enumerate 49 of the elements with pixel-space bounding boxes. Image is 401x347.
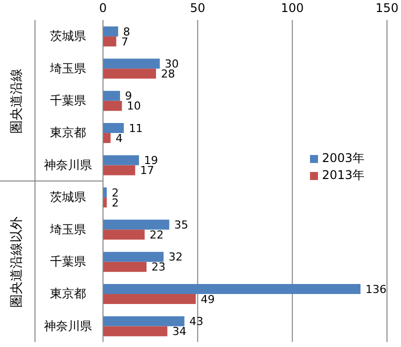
bar: [103, 133, 111, 144]
bar: [103, 326, 168, 336]
y-tick-label: 茨城県: [50, 190, 86, 204]
bar: [103, 294, 196, 304]
data-label: 136: [365, 282, 386, 296]
text: 圏央道沿線以外: [8, 215, 26, 309]
data-label: 35: [174, 218, 188, 232]
bar: [103, 123, 124, 134]
data-label: 28: [161, 68, 176, 81]
data-label: 43: [189, 315, 204, 328]
y-tick-label: 千葉県: [50, 254, 86, 268]
data-label: 49: [200, 292, 215, 306]
bar: [103, 187, 107, 198]
bar: [103, 58, 160, 69]
y-tick-label: 神奈川県: [44, 158, 92, 172]
y-tick-label: 神奈川県: [44, 318, 92, 333]
bar: [103, 165, 136, 176]
x-tick-label: 150: [376, 1, 398, 15]
bar: [103, 26, 118, 36]
bar: [103, 284, 360, 294]
bar: [103, 262, 147, 272]
bar: [103, 197, 107, 208]
y-tick-label: 埼玉県: [49, 61, 86, 76]
data-label: 32: [168, 250, 183, 264]
bar: [103, 220, 170, 230]
y-tick-label: 千葉県: [50, 94, 86, 108]
data-label: 11: [128, 122, 143, 135]
data-label: 34: [172, 325, 186, 338]
data-label: 23: [152, 260, 166, 274]
bar: [103, 316, 184, 326]
x-tick-label: 0: [99, 1, 107, 15]
x-tick-label: 50: [190, 1, 206, 15]
legend-label: 2003年: [322, 151, 365, 165]
bar: [103, 100, 122, 111]
legend-label: 2013年: [322, 168, 365, 182]
data-label: 4: [116, 132, 123, 145]
bar: [103, 252, 164, 262]
y-tick-label: 茨城県: [50, 29, 86, 44]
bar: [103, 90, 120, 101]
text: 圏央道沿線: [8, 67, 26, 135]
data-label: 22: [150, 228, 164, 242]
y-tick-label: 東京都: [50, 126, 86, 140]
y-tick-label: 東京都: [50, 286, 86, 301]
y-tick-label: 埼玉県: [49, 222, 86, 236]
x-tick-label: 100: [280, 1, 304, 15]
bar: [103, 230, 145, 240]
bar: [103, 68, 156, 79]
bar: [103, 155, 139, 166]
bar: [103, 36, 116, 46]
